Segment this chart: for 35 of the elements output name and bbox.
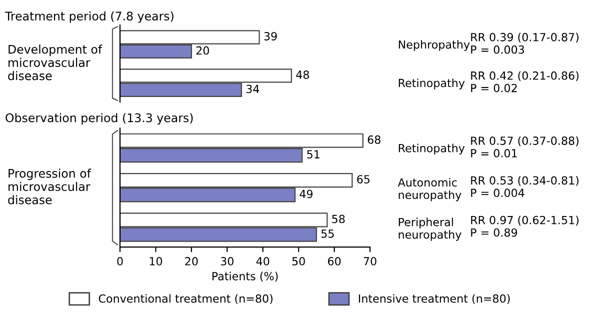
data-label: 20 — [196, 46, 209, 55]
x-tick-label: 50 — [292, 257, 305, 266]
text: RR 0.39 (0.17-0.87) P = 0.003 — [471, 32, 578, 54]
data-label: 39 — [264, 32, 277, 40]
data-label: 65 — [357, 175, 370, 184]
text: RR 0.57 (0.37-0.88) P = 0.01 — [471, 136, 578, 158]
x-tick-label: 60 — [328, 257, 341, 266]
data-label: 49 — [300, 190, 313, 198]
legend-label: Intensive treatment (n=80) — [358, 294, 510, 304]
chart-title: Observation period (13.3 years) — [6, 113, 193, 125]
data-label: 58 — [332, 214, 345, 224]
x-tick-label: 40 — [256, 257, 270, 266]
y-tick-label: Retinopathy — [398, 78, 465, 90]
y-tick-label: Retinopathy — [398, 144, 465, 154]
data-label: 34 — [246, 84, 260, 94]
chart-title: Treatment period (7.8 years) — [4, 11, 174, 23]
data-label: 55 — [321, 230, 334, 238]
x-tick-label: 10 — [150, 257, 162, 266]
x-tick-label: 70 — [364, 257, 376, 266]
text: RR 0.42 (0.21-0.86) P = 0.02 — [471, 71, 578, 92]
legend-label: Conventional treatment (n=80) — [98, 294, 272, 304]
text: RR 0.53 (0.34-0.81) P = 0.004 — [471, 176, 578, 198]
data-label: 48 — [296, 70, 309, 79]
y-axis-title: Development of microvascular disease — [8, 44, 102, 80]
y-axis-title: Progression of microvascular disease — [8, 168, 92, 204]
text: RR 0.97 (0.62-1.51) P = 0.89 — [471, 216, 578, 237]
y-tick-label: Peripheral neuropathy — [398, 218, 462, 241]
data-label: 68 — [368, 135, 380, 144]
x-tick-label: 30 — [220, 257, 234, 266]
x-axis-title: Patients (%) — [212, 272, 278, 282]
y-tick-label: Nephropathy — [398, 40, 470, 51]
data-label: 51 — [307, 150, 320, 159]
x-tick-label: 20 — [185, 257, 198, 266]
y-tick-label: Autonomic neuropathy — [398, 178, 462, 202]
x-tick-label: 0 — [117, 257, 123, 266]
